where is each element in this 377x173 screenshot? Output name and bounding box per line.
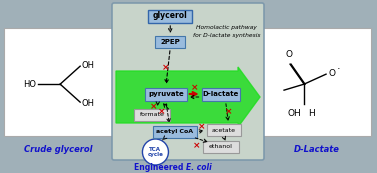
Text: O: O xyxy=(285,50,293,59)
Text: Homolactic pathway: Homolactic pathway xyxy=(196,25,257,30)
Text: OH: OH xyxy=(81,61,94,70)
Text: ×: × xyxy=(225,107,232,116)
FancyArrow shape xyxy=(116,67,260,127)
Text: ×: × xyxy=(190,84,198,93)
Text: D-Lactate: D-Lactate xyxy=(294,144,340,153)
Circle shape xyxy=(143,139,169,165)
Text: for D-lactate synthesis: for D-lactate synthesis xyxy=(193,33,260,38)
Text: E. coli: E. coli xyxy=(186,163,212,172)
Text: glycerol: glycerol xyxy=(153,11,188,20)
Text: OH: OH xyxy=(81,99,94,108)
Text: Engineered: Engineered xyxy=(134,163,186,172)
FancyBboxPatch shape xyxy=(148,10,192,22)
Text: D-lactate: D-lactate xyxy=(202,91,239,97)
FancyBboxPatch shape xyxy=(4,28,112,136)
FancyBboxPatch shape xyxy=(155,36,185,48)
FancyBboxPatch shape xyxy=(145,88,187,101)
FancyBboxPatch shape xyxy=(202,141,239,153)
Text: OH: OH xyxy=(287,109,301,118)
Text: O: O xyxy=(328,69,335,78)
Text: ·: · xyxy=(337,64,341,74)
Text: ×: × xyxy=(198,122,205,131)
Text: ×: × xyxy=(158,107,166,116)
Text: ethanol: ethanol xyxy=(208,144,233,149)
Text: 2PEP: 2PEP xyxy=(160,39,180,45)
Text: TCA
cycle: TCA cycle xyxy=(147,147,163,157)
FancyBboxPatch shape xyxy=(202,88,239,101)
Text: ×: × xyxy=(150,102,158,112)
Text: acetyl CoA: acetyl CoA xyxy=(156,130,193,134)
Text: acetate: acetate xyxy=(211,128,236,133)
FancyBboxPatch shape xyxy=(263,28,371,136)
Text: formate: formate xyxy=(140,112,165,117)
Text: HO: HO xyxy=(23,80,36,89)
FancyBboxPatch shape xyxy=(207,124,241,136)
Text: ×: × xyxy=(193,142,201,151)
Text: H: H xyxy=(308,109,315,118)
FancyBboxPatch shape xyxy=(112,3,264,160)
Text: pyruvate: pyruvate xyxy=(148,91,184,97)
Text: ×: × xyxy=(161,63,169,72)
FancyBboxPatch shape xyxy=(153,126,197,138)
FancyBboxPatch shape xyxy=(135,109,170,121)
Text: Crude glycerol: Crude glycerol xyxy=(24,144,92,153)
